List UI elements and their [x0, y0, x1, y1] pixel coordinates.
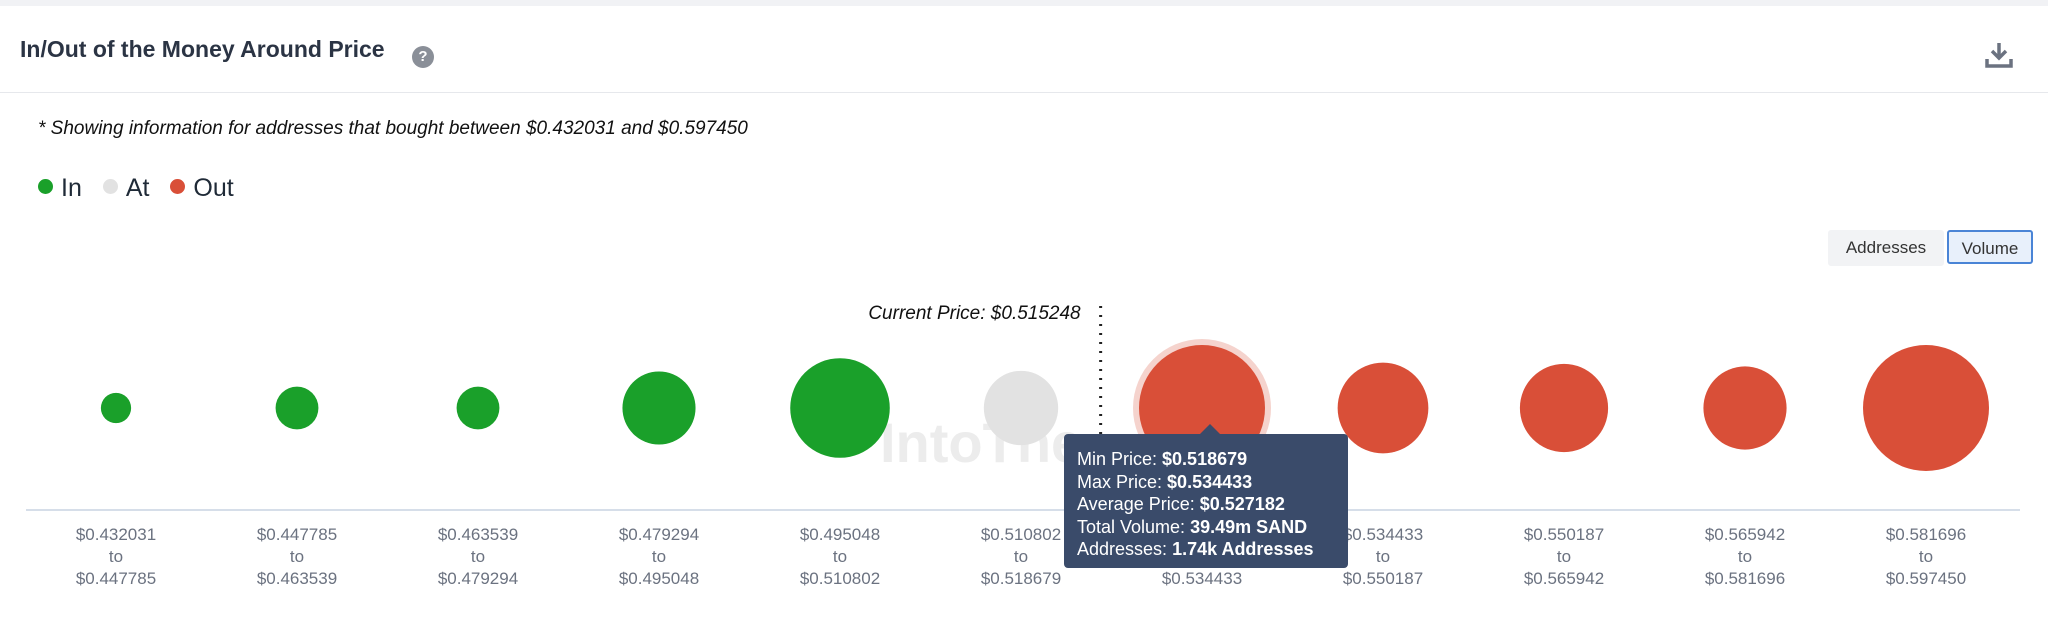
- tick-label: to: [109, 547, 123, 566]
- tick-label: $0.447785: [257, 525, 337, 544]
- bubble-11: [1863, 345, 1989, 471]
- tooltip-avg-row: Average Price: $0.527182: [1077, 493, 1336, 516]
- tick-label: $0.479294: [619, 525, 699, 544]
- tick-label: to: [833, 547, 847, 566]
- tick-label: to: [1738, 547, 1752, 566]
- bubble-1: [100, 392, 132, 424]
- bubble-10: [1703, 366, 1787, 450]
- tooltip-max-value: $0.534433: [1167, 471, 1253, 492]
- bubble-9: [1519, 363, 1609, 453]
- tick-label: $0.432031: [76, 525, 156, 544]
- tooltip-avg-value: $0.527182: [1199, 494, 1285, 515]
- tick-label: $0.510802: [800, 569, 880, 588]
- legend-label-at: At: [125, 174, 150, 202]
- volume-toggle-button[interactable]: Volume: [1947, 230, 2033, 264]
- tick-label: $0.463539: [257, 569, 337, 588]
- panel-title: In/Out of the Money Around Price: [20, 36, 385, 62]
- question-circle-icon[interactable]: ?: [412, 46, 434, 68]
- tick-label: $0.495048: [619, 569, 699, 588]
- bubble-4: [622, 371, 696, 445]
- tick-label: $0.550187: [1343, 569, 1423, 588]
- tick-label: to: [471, 547, 485, 566]
- legend-label-in: In: [61, 174, 82, 202]
- tick-label: $0.495048: [800, 525, 880, 544]
- tick-label: to: [290, 547, 304, 566]
- tick-label: $0.518679: [981, 569, 1061, 588]
- tick-label: to: [1557, 547, 1571, 566]
- tooltip-avg-label: Average Price:: [1077, 494, 1195, 515]
- tick-label: $0.534433: [1343, 525, 1423, 544]
- bubble-3: [456, 386, 500, 430]
- legend-item-in[interactable]: In: [38, 174, 82, 203]
- legend-dot-out: [170, 179, 186, 194]
- bubble-6: [983, 370, 1059, 446]
- tooltip-volume-label: Total Volume:: [1077, 516, 1186, 537]
- tooltip-addresses-value: 1.74k Addresses: [1172, 539, 1314, 560]
- addresses-toggle-button[interactable]: Addresses: [1828, 230, 1944, 266]
- tick-label: to: [1376, 547, 1390, 566]
- tick-label: to: [652, 547, 666, 566]
- download-icon[interactable]: [1984, 40, 2014, 70]
- range-note: * Showing information for addresses that…: [38, 118, 748, 139]
- tick-label: to: [1919, 547, 1933, 566]
- bubble-8: [1337, 362, 1429, 454]
- tooltip-min-value: $0.518679: [1162, 449, 1248, 469]
- tick-label: to: [1014, 547, 1028, 566]
- legend: In At Out: [38, 174, 248, 203]
- tick-label: $0.447785: [76, 569, 156, 588]
- tooltip-addresses-row: Addresses: 1.74k Addresses: [1077, 538, 1336, 561]
- tick-label: $0.597450: [1886, 569, 1966, 588]
- tooltip-min-label: Min Price:: [1077, 449, 1158, 469]
- legend-item-out[interactable]: Out: [170, 174, 234, 203]
- legend-item-at[interactable]: At: [102, 174, 150, 203]
- tooltip-addresses-label: Addresses:: [1077, 539, 1168, 560]
- tooltip-volume-value: 39.49m SAND: [1190, 516, 1308, 537]
- legend-label-out: Out: [193, 174, 234, 202]
- tick-label: $0.550187: [1524, 525, 1604, 544]
- legend-dot-at: [102, 179, 118, 194]
- tick-label: $0.479294: [438, 569, 518, 588]
- top-strip: [0, 0, 2048, 6]
- bucket-tooltip: Min Price: $0.518679 Max Price: $0.53443…: [1064, 424, 1348, 568]
- tooltip-min-row: Min Price: $0.518679: [1077, 448, 1336, 471]
- tooltip-volume-row: Total Volume: 39.49m SAND: [1077, 516, 1336, 539]
- current-price-label: Current Price: $0.515248: [868, 303, 1081, 324]
- bubble-chart: IntoThe$0.432031to$0.447785$0.447785to$0…: [26, 303, 2020, 588]
- panel-header: In/Out of the Money Around Price ?: [0, 6, 2048, 93]
- tooltip-max-label: Max Price:: [1077, 471, 1163, 492]
- tick-label: $0.510802: [981, 525, 1061, 544]
- tick-label: $0.534433: [1162, 569, 1242, 588]
- tooltip-max-row: Max Price: $0.534433: [1077, 471, 1336, 494]
- tick-label: $0.581696: [1886, 525, 1966, 544]
- bubble-5: [790, 358, 890, 458]
- bubble-2: [275, 386, 319, 430]
- tick-label: $0.565942: [1705, 525, 1785, 544]
- tick-label: $0.581696: [1705, 569, 1785, 588]
- tick-label: $0.463539: [438, 525, 518, 544]
- legend-dot-in: [38, 179, 53, 194]
- tick-label: $0.565942: [1524, 569, 1604, 588]
